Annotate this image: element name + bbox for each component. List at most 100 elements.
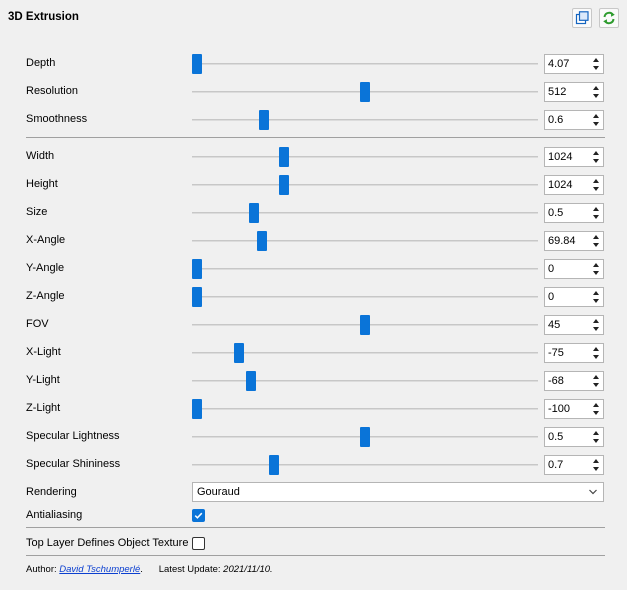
spin-arrows[interactable] — [589, 344, 603, 362]
fov-spinbox[interactable]: 45 — [544, 315, 604, 335]
x-angle-slider-handle[interactable] — [257, 231, 268, 251]
arrow-down-icon[interactable] — [593, 327, 599, 331]
x-angle-spinbox[interactable]: 69.84 — [544, 231, 604, 251]
arrow-up-icon[interactable] — [593, 263, 599, 267]
z-angle-label: Z-Angle — [26, 290, 65, 302]
arrow-down-icon[interactable] — [593, 271, 599, 275]
arrow-down-icon[interactable] — [593, 383, 599, 387]
height-spinbox[interactable]: 1024 — [544, 175, 604, 195]
spin-arrows[interactable] — [589, 372, 603, 390]
arrow-down-icon[interactable] — [593, 122, 599, 126]
resolution-row: Resolution 512 — [0, 81, 627, 103]
width-spinbox[interactable]: 1024 — [544, 147, 604, 167]
arrow-up-icon[interactable] — [593, 86, 599, 90]
arrow-up-icon[interactable] — [593, 375, 599, 379]
arrow-down-icon[interactable] — [593, 243, 599, 247]
depth-slider-handle[interactable] — [192, 54, 202, 74]
size-slider-handle[interactable] — [249, 203, 260, 223]
arrow-down-icon[interactable] — [593, 187, 599, 191]
spin-arrows[interactable] — [589, 428, 603, 446]
arrow-down-icon[interactable] — [593, 66, 599, 70]
z-angle-slider-handle[interactable] — [192, 287, 202, 307]
checkmark-icon — [194, 512, 203, 519]
spin-arrows[interactable] — [589, 176, 603, 194]
spin-arrows[interactable] — [589, 83, 603, 101]
spin-arrows[interactable] — [589, 456, 603, 474]
x-light-spinbox[interactable]: -75 — [544, 343, 604, 363]
width-slider-handle[interactable] — [279, 147, 290, 167]
width-slider-track[interactable] — [192, 156, 538, 158]
y-angle-spinbox[interactable]: 0 — [544, 259, 604, 279]
spin-arrows[interactable] — [589, 260, 603, 278]
size-row: Size 0.5 — [0, 202, 627, 224]
arrow-down-icon[interactable] — [593, 94, 599, 98]
arrow-down-icon[interactable] — [593, 299, 599, 303]
rendering-select[interactable]: Gouraud — [192, 482, 604, 502]
copy-window-button[interactable] — [572, 8, 592, 28]
z-light-spinbox[interactable]: -100 — [544, 399, 604, 419]
smoothness-slider-track[interactable] — [192, 119, 538, 121]
spin-arrows[interactable] — [589, 111, 603, 129]
height-slider-handle[interactable] — [279, 175, 290, 195]
resolution-slider-handle[interactable] — [360, 82, 370, 102]
spin-arrows[interactable] — [589, 316, 603, 334]
y-angle-slider-handle[interactable] — [192, 259, 202, 279]
plugin-title: 3D Extrusion — [8, 11, 79, 23]
arrow-down-icon[interactable] — [593, 159, 599, 163]
arrow-down-icon[interactable] — [593, 467, 599, 471]
spin-arrows[interactable] — [589, 288, 603, 306]
author-link[interactable]: David Tschumperlé — [59, 564, 141, 575]
top-layer-checkbox[interactable] — [192, 537, 205, 550]
arrow-up-icon[interactable] — [593, 114, 599, 118]
arrow-up-icon[interactable] — [593, 207, 599, 211]
arrow-down-icon[interactable] — [593, 215, 599, 219]
specular-lightness-spinbox[interactable]: 0.5 — [544, 427, 604, 447]
arrow-up-icon[interactable] — [593, 235, 599, 239]
arrow-down-icon[interactable] — [593, 411, 599, 415]
x-light-slider-track[interactable] — [192, 352, 538, 354]
arrow-up-icon[interactable] — [593, 58, 599, 62]
z-angle-spinbox[interactable]: 0 — [544, 287, 604, 307]
depth-slider-track[interactable] — [192, 63, 538, 65]
antialiasing-checkbox[interactable] — [192, 509, 205, 522]
resolution-spinbox[interactable]: 512 — [544, 82, 604, 102]
arrow-up-icon[interactable] — [593, 291, 599, 295]
z-angle-slider-track[interactable] — [192, 296, 538, 298]
x-angle-slider-track[interactable] — [192, 240, 538, 242]
z-light-slider-handle[interactable] — [192, 399, 202, 419]
arrow-up-icon[interactable] — [593, 347, 599, 351]
spin-arrows[interactable] — [589, 400, 603, 418]
smoothness-spinbox[interactable]: 0.6 — [544, 110, 604, 130]
spin-arrows[interactable] — [589, 232, 603, 250]
y-light-spinbox[interactable]: -68 — [544, 371, 604, 391]
y-light-slider-track[interactable] — [192, 380, 538, 382]
y-angle-slider-track[interactable] — [192, 268, 538, 270]
arrow-up-icon[interactable] — [593, 151, 599, 155]
x-light-slider-handle[interactable] — [234, 343, 244, 363]
spin-arrows[interactable] — [589, 204, 603, 222]
smoothness-slider-handle[interactable] — [259, 110, 270, 130]
z-light-slider-track[interactable] — [192, 408, 538, 410]
arrow-down-icon[interactable] — [593, 439, 599, 443]
arrow-up-icon[interactable] — [593, 179, 599, 183]
y-light-row: Y-Light -68 — [0, 370, 627, 392]
specular-shininess-slider-handle[interactable] — [269, 455, 280, 475]
refresh-button[interactable] — [599, 8, 619, 28]
height-row: Height 1024 — [0, 174, 627, 196]
arrow-up-icon[interactable] — [593, 459, 599, 463]
arrow-up-icon[interactable] — [593, 319, 599, 323]
size-spinbox[interactable]: 0.5 — [544, 203, 604, 223]
arrow-down-icon[interactable] — [593, 355, 599, 359]
spin-arrows[interactable] — [589, 55, 603, 73]
specular-lightness-slider-handle[interactable] — [360, 427, 370, 447]
specular-shininess-spinbox[interactable]: 0.7 — [544, 455, 604, 475]
size-slider-track[interactable] — [192, 212, 538, 214]
arrow-up-icon[interactable] — [593, 403, 599, 407]
height-slider-track[interactable] — [192, 184, 538, 186]
fov-slider-handle[interactable] — [360, 315, 370, 335]
arrow-up-icon[interactable] — [593, 431, 599, 435]
depth-spinbox[interactable]: 4.07 — [544, 54, 604, 74]
specular-shininess-slider-track[interactable] — [192, 464, 538, 466]
spin-arrows[interactable] — [589, 148, 603, 166]
y-light-slider-handle[interactable] — [245, 371, 256, 391]
